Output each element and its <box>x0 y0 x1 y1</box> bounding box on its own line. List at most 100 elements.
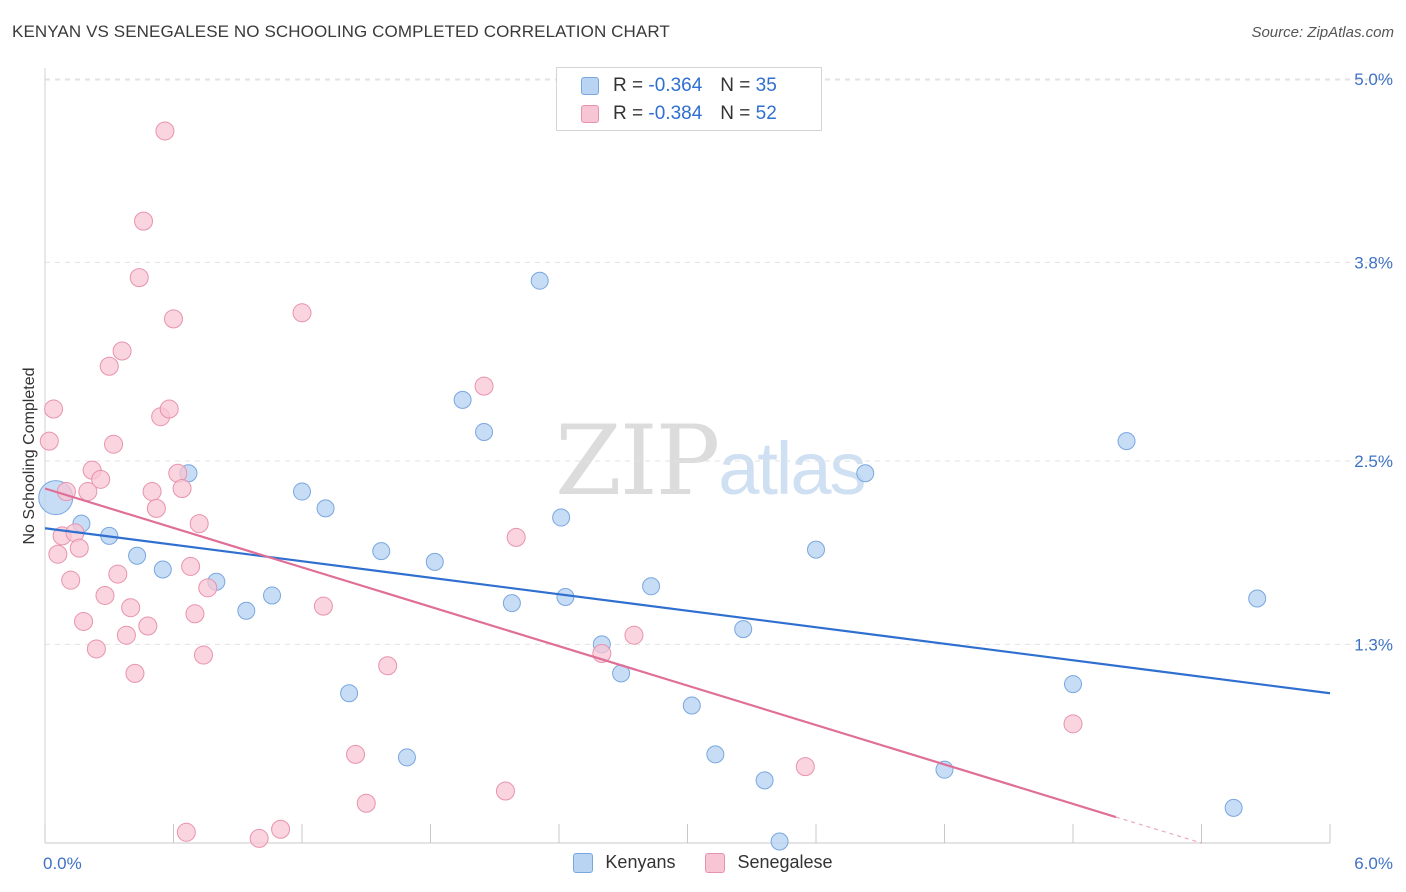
senegalese-point <box>378 656 398 676</box>
kenyans-point <box>807 540 825 559</box>
legend-r-value: -0.364 <box>648 75 703 96</box>
senegalese-point <box>159 399 179 419</box>
x-tick-label: 0.0% <box>43 854 82 873</box>
senegalese-point <box>181 556 201 576</box>
senegalese-point <box>249 828 269 848</box>
kenyans-point <box>706 745 725 764</box>
senegalese-point <box>44 399 64 419</box>
kenyans-point <box>237 601 256 620</box>
senegalese-point <box>39 431 59 451</box>
kenyans-point <box>293 482 311 501</box>
kenyans-point <box>1117 432 1136 451</box>
legend-r-value: -0.384 <box>648 103 703 124</box>
senegalese-point <box>61 570 81 590</box>
legend-row-kenyans: R = -0.364 N = 35 <box>581 74 777 98</box>
kenyans-legend-label: Kenyans <box>605 852 676 872</box>
senegalese-trend-extension <box>1115 816 1202 844</box>
y-tick-label: 5.0% <box>1354 70 1393 89</box>
senegalese-point <box>164 309 183 329</box>
kenyans-point <box>552 508 571 527</box>
senegalese-point <box>86 639 106 659</box>
y-axis-title: No Schooling Completed <box>21 368 38 545</box>
legend-item-senegalese: Senegalese <box>705 852 833 873</box>
senegalese-point <box>142 482 162 502</box>
senegalese-point <box>198 578 218 598</box>
legend-n-value: 52 <box>755 103 777 124</box>
kenyans-swatch <box>581 77 599 95</box>
kenyans-point <box>475 422 494 441</box>
senegalese-trend-line <box>44 487 1117 819</box>
senegalese-point <box>104 434 124 454</box>
kenyans-point <box>755 771 774 790</box>
y-tick-label: 2.5% <box>1354 452 1393 471</box>
axis-labels: 1.3% 2.5% 3.8% 5.0% 0.0% 6.0% No Schooling Com… <box>21 70 1393 873</box>
senegalese-point <box>185 604 205 624</box>
senegalese-point <box>108 564 128 584</box>
senegalese-point <box>155 121 175 141</box>
senegalese-legend-swatch <box>705 852 726 873</box>
senegalese-point <box>193 645 213 665</box>
senegalese-point <box>125 663 145 683</box>
kenyans-trend-line <box>44 527 1331 695</box>
kenyans-point <box>556 587 575 606</box>
kenyans-point <box>1064 675 1082 694</box>
kenyans-point <box>1248 589 1267 608</box>
correlation-legend: R = -0.364 N = 35 R = -0.384 N = 52 <box>556 67 822 131</box>
senegalese-point <box>116 625 136 645</box>
kenyans-point <box>372 542 391 561</box>
senegalese-point <box>271 819 291 839</box>
kenyans-point <box>425 552 444 571</box>
legend-n-label: N = <box>720 103 751 124</box>
senegalese-point <box>138 616 158 636</box>
senegalese-points <box>39 121 1083 848</box>
legend-n-label: N = <box>720 75 751 96</box>
senegalese-point <box>313 596 333 616</box>
senegalese-point <box>121 598 141 618</box>
senegalese-point <box>74 611 94 631</box>
axes <box>44 68 1331 844</box>
kenyans-point <box>453 390 472 409</box>
trend-lines <box>44 487 1331 844</box>
senegalese-point <box>189 514 209 534</box>
kenyans-point <box>263 586 282 605</box>
y-tick-label: 1.3% <box>1354 635 1393 654</box>
legend-row-senegalese: R = -0.384 N = 52 <box>581 102 777 126</box>
senegalese-point <box>356 793 376 813</box>
legend-n-value: 35 <box>755 75 777 96</box>
senegalese-point <box>176 822 196 842</box>
y-tick-label: 3.8% <box>1354 253 1393 272</box>
senegalese-point <box>129 268 149 288</box>
x-tick-label: 6.0% <box>1354 854 1393 873</box>
kenyans-points <box>38 271 1267 851</box>
kenyans-point <box>530 271 549 290</box>
legend-r-label: R = <box>613 103 644 124</box>
senegalese-point <box>495 781 515 801</box>
legend-r-label: R = <box>613 75 644 96</box>
kenyans-point <box>642 577 661 596</box>
kenyans-point <box>340 684 359 703</box>
kenyans-point <box>397 748 416 767</box>
senegalese-point <box>99 356 119 376</box>
legend-item-kenyans: Kenyans <box>573 852 675 873</box>
chart-title: KENYAN VS SENEGALESE NO SCHOOLING COMPLE… <box>12 22 670 41</box>
senegalese-point <box>1063 714 1083 734</box>
senegalese-point <box>346 744 366 764</box>
kenyans-point <box>502 594 521 613</box>
watermark-atlas: atlas <box>718 427 866 510</box>
kenyans-point <box>734 620 753 639</box>
grid-lines <box>45 78 1392 645</box>
senegalese-swatch <box>581 105 599 123</box>
kenyans-point <box>1224 798 1243 817</box>
watermark: ZIPatlas <box>555 405 867 517</box>
senegalese-point <box>134 211 154 231</box>
senegalese-point <box>146 498 166 518</box>
senegalese-legend-label: Senegalese <box>737 852 833 872</box>
kenyans-point <box>770 832 789 851</box>
senegalese-point <box>506 527 526 547</box>
senegalese-point <box>795 757 815 777</box>
senegalese-point <box>172 479 192 499</box>
series-legend: Kenyans Senegalese <box>0 852 1406 873</box>
senegalese-point <box>624 625 644 645</box>
senegalese-point <box>95 585 115 605</box>
